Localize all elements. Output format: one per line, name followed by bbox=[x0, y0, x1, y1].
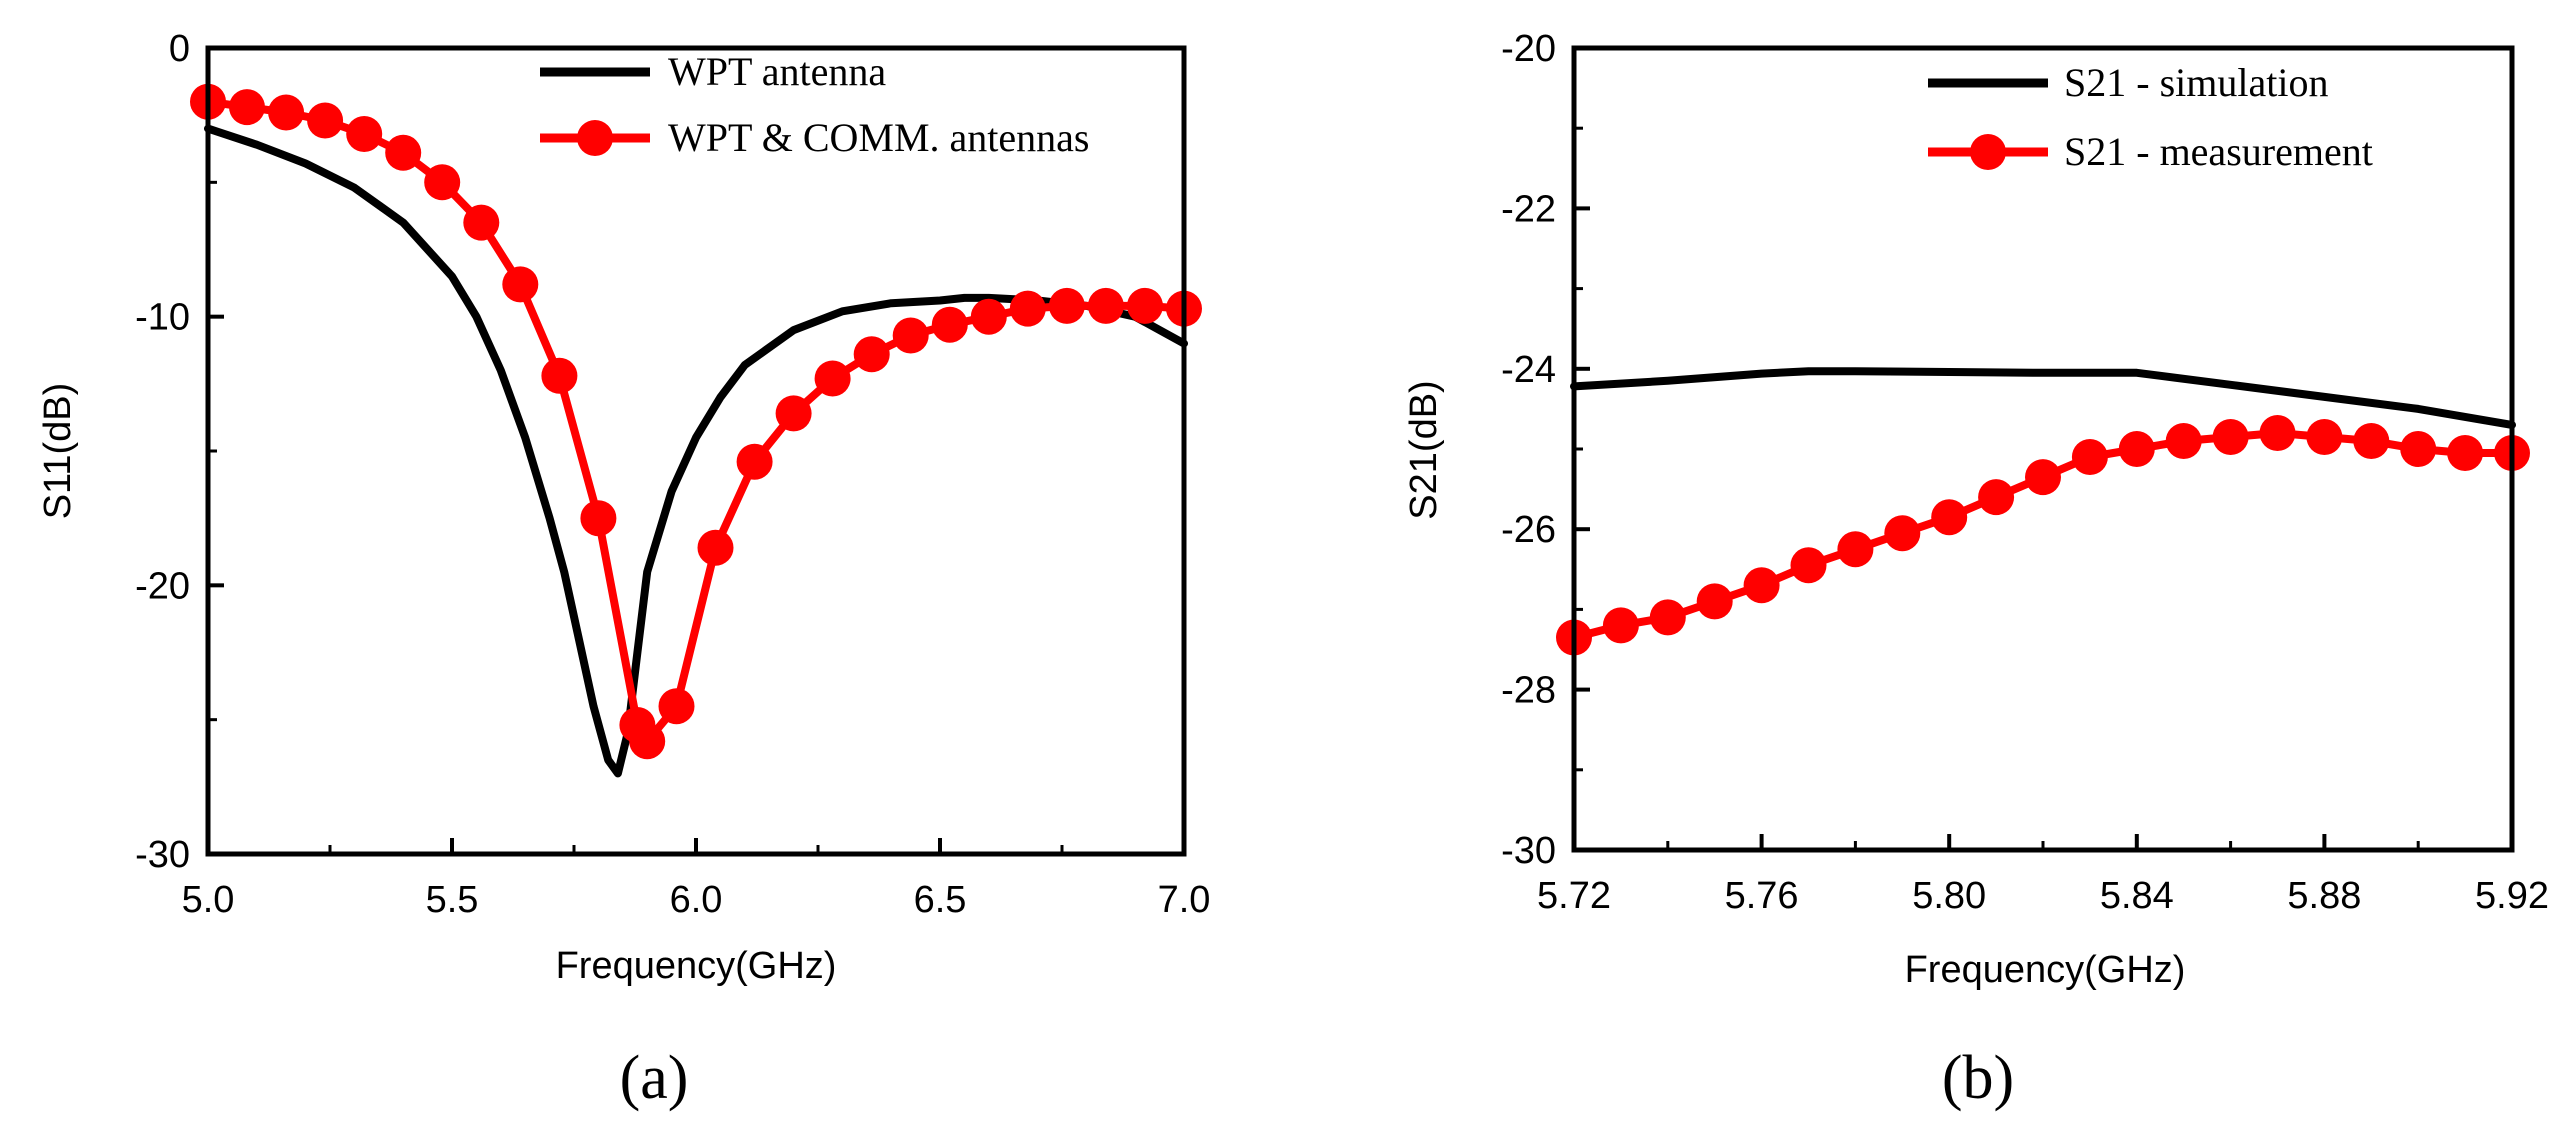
chart-a-plot-frame bbox=[205, 45, 1187, 857]
series-line-2 bbox=[204, 97, 1188, 746]
data-point bbox=[2165, 423, 2202, 459]
chart-a-y-axis: 0 -10 -20 -30 bbox=[135, 28, 224, 876]
chart-b-y-axis: -20 -22 -24 -26 -28 -30 bbox=[1501, 28, 1590, 872]
chart-a-x-axis: 5.0 5.5 6.0 6.5 7.0 bbox=[182, 838, 1211, 921]
data-point bbox=[658, 688, 695, 725]
data-point bbox=[502, 266, 539, 303]
chart-b-legend: S21 - simulation S21 - measurement bbox=[1928, 60, 2373, 174]
chart-b: -20-22-24-26-28-30 5.72 5.76 5.80 5.84 5.88 5… bbox=[1403, 28, 2549, 1112]
data-point bbox=[1649, 599, 1686, 636]
chart-a-y-axis-title: S11(dB) bbox=[37, 383, 79, 520]
y-tick-label: -20 bbox=[135, 565, 190, 607]
x-tick-label: 5.92 bbox=[2475, 875, 2549, 917]
data-point bbox=[1602, 607, 1639, 644]
chart-b-x-axis: 5.72 5.76 5.80 5.84 5.88 5.92 bbox=[1537, 834, 2549, 917]
chart-a-panel-label: (a) bbox=[620, 1044, 689, 1112]
x-tick-label: 5.88 bbox=[2287, 875, 2361, 917]
data-point bbox=[1087, 287, 1124, 324]
data-point bbox=[346, 116, 383, 152]
y-tick-label: -10 bbox=[135, 297, 190, 339]
data-point bbox=[2071, 439, 2108, 475]
data-point bbox=[629, 723, 666, 760]
data-point bbox=[1743, 567, 1780, 604]
data-point bbox=[1978, 479, 2015, 516]
data-point bbox=[1696, 583, 1733, 620]
legend-label-1: WPT antenna bbox=[668, 49, 886, 94]
y-tick-label: -24 bbox=[1501, 349, 1556, 391]
data-point bbox=[1931, 499, 1968, 536]
data-point bbox=[541, 357, 578, 394]
x-tick-label: 5.0 bbox=[182, 879, 235, 921]
y-tick-label: -30 bbox=[1501, 830, 1556, 872]
data-point bbox=[2353, 423, 2390, 459]
data-point bbox=[268, 94, 305, 131]
data-point bbox=[814, 360, 851, 397]
legend-marker-2 bbox=[1970, 134, 2006, 170]
data-point bbox=[775, 395, 812, 432]
legend-label-2: WPT & COMM. antennas bbox=[668, 115, 1089, 160]
chart-b-x-axis-title: Frequency(GHz) bbox=[1905, 949, 2186, 991]
y-tick-label: -28 bbox=[1501, 670, 1556, 712]
x-tick-label: 5.76 bbox=[1725, 875, 1799, 917]
data-point bbox=[697, 529, 734, 566]
chart-b-panel-label: (b) bbox=[1942, 1044, 2014, 1112]
data-point bbox=[307, 102, 344, 139]
data-point bbox=[1127, 287, 1163, 324]
y-tick-label: -22 bbox=[1501, 188, 1556, 230]
y-tick-label: 0 bbox=[169, 28, 190, 70]
data-point bbox=[229, 89, 265, 126]
data-point bbox=[2306, 419, 2343, 455]
data-point bbox=[1048, 287, 1085, 324]
series-line-1 bbox=[204, 124, 1188, 778]
y-tick-label: -26 bbox=[1501, 509, 1556, 551]
data-point bbox=[1884, 515, 1921, 552]
data-point bbox=[853, 336, 890, 373]
series-line-1 bbox=[1570, 367, 2516, 429]
x-tick-label: 5.80 bbox=[1912, 875, 1986, 917]
chart-a: 0 -10 -20 -30 5.0 5.5 6.0 6.5 7.0 Frequency(GHz… bbox=[37, 28, 1210, 1112]
chart-a-x-axis-title: Frequency(GHz) bbox=[556, 945, 837, 987]
data-point bbox=[424, 164, 461, 201]
data-point bbox=[1009, 290, 1046, 327]
legend-marker-2 bbox=[577, 120, 613, 156]
chart-b-y-axis-title: S21(dB) bbox=[1403, 380, 1445, 519]
legend-label-1: S21 - simulation bbox=[2064, 60, 2328, 105]
data-point bbox=[385, 134, 422, 171]
data-point bbox=[2025, 459, 2061, 496]
y-tick-label: -20 bbox=[1501, 28, 1556, 70]
data-point bbox=[1837, 531, 1874, 568]
x-tick-label: 5.84 bbox=[2100, 875, 2174, 917]
data-point bbox=[2259, 415, 2296, 451]
data-point bbox=[736, 443, 773, 480]
x-tick-label: 5.72 bbox=[1537, 875, 1611, 917]
data-point bbox=[2118, 431, 2155, 467]
data-point bbox=[1790, 547, 1827, 584]
data-point bbox=[2447, 435, 2484, 471]
chart-a-markers bbox=[190, 83, 1202, 760]
data-point bbox=[931, 306, 968, 343]
data-point bbox=[2212, 419, 2249, 455]
data-point bbox=[892, 317, 929, 354]
x-tick-label: 6.5 bbox=[914, 879, 967, 921]
chart-a-legend: WPT antenna WPT & COMM. antennas bbox=[540, 49, 1089, 160]
x-tick-label: 7.0 bbox=[1158, 879, 1211, 921]
data-point bbox=[580, 500, 617, 537]
chart-b-markers bbox=[1556, 415, 2530, 656]
y-tick-label: -30 bbox=[135, 834, 190, 876]
x-tick-label: 5.5 bbox=[426, 879, 479, 921]
data-point bbox=[2400, 431, 2437, 467]
chart-a-lines bbox=[204, 97, 1188, 778]
data-point bbox=[970, 298, 1007, 335]
data-point bbox=[463, 204, 500, 241]
x-tick-label: 6.0 bbox=[670, 879, 723, 921]
legend-label-2: S21 - measurement bbox=[2064, 129, 2373, 174]
